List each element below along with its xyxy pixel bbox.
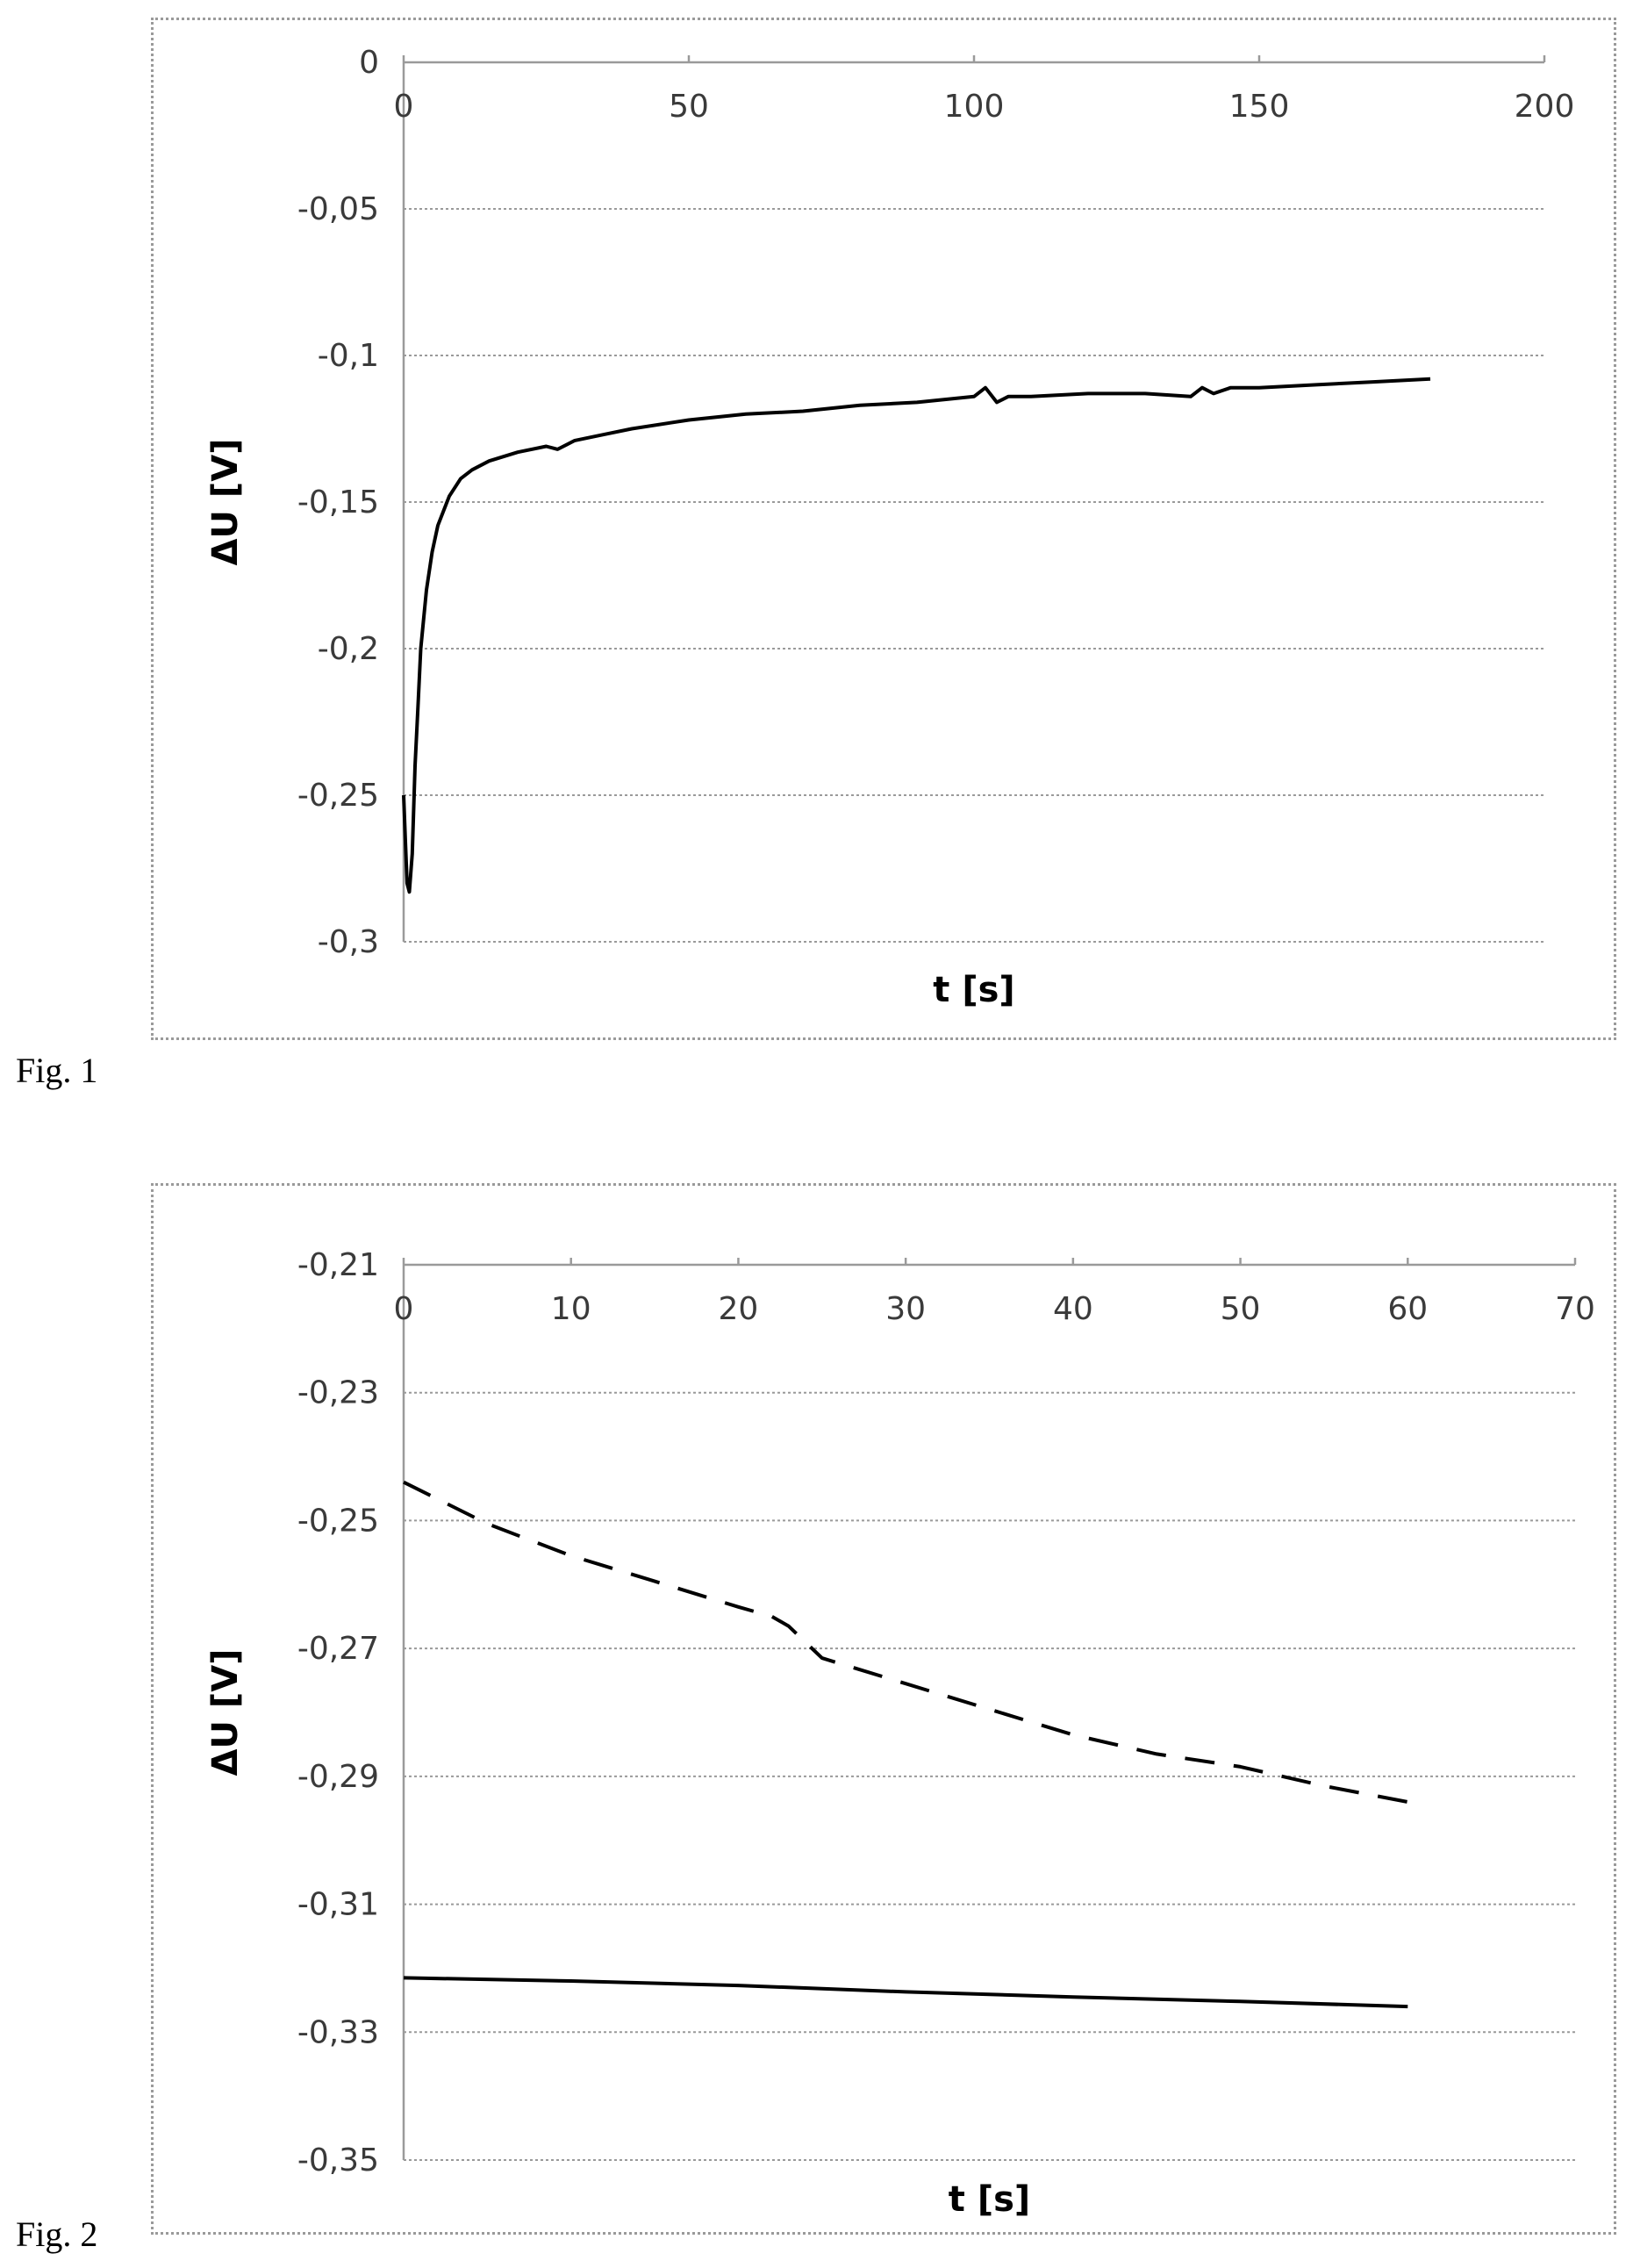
y-tick-label: -0,05: [297, 191, 379, 227]
x-tick-label: 60: [1387, 1291, 1428, 1327]
y-tick-label: -0,29: [297, 1759, 379, 1795]
y-tick-label: -0,25: [297, 1503, 379, 1539]
figure-2-plot: -0,21 -0,23 -0,25 -0,27 -0,29 -0,31 -0,33 -0,35…: [205, 1247, 1595, 2220]
figure-1-label: Fig. 1: [16, 1051, 98, 1090]
y-tick-label: -0,27: [297, 1631, 379, 1667]
y-tick-label: -0,23: [297, 1375, 379, 1411]
x-tick-label: 30: [885, 1291, 926, 1327]
x-tick-label: 100: [944, 89, 1005, 125]
x-tick-label: 10: [551, 1291, 591, 1327]
y-tick-label: -0,3: [318, 924, 379, 960]
x-tick-label: 150: [1229, 89, 1290, 125]
y-tick-label: -0,21: [297, 1247, 379, 1283]
y-tick-label: -0,15: [297, 484, 379, 520]
y-axis-title: ΔU [V]: [205, 1649, 246, 1776]
y-tick-label: -0,33: [297, 2014, 379, 2050]
x-tick-label: 0: [394, 89, 414, 125]
x-tick-label: 50: [1221, 1291, 1261, 1327]
x-tick-label: 200: [1515, 89, 1575, 125]
y-tick-label: -0,1: [318, 338, 379, 374]
figure-1-plot: 0 -0,05 -0,1 -0,15 -0,2 -0,25 -0,3 0 50 100 150 200…: [205, 45, 1575, 1010]
x-axis-title: t [s]: [933, 970, 1014, 1010]
x-tick-label: 70: [1555, 1291, 1595, 1327]
series-line-2: [403, 1976, 1408, 2009]
x-tick-label: 20: [719, 1291, 759, 1327]
x-tick-label: 40: [1053, 1291, 1093, 1327]
x-tick-label: 0: [394, 1291, 414, 1327]
series-line-1: [402, 377, 1431, 894]
y-tick-label: -0,35: [297, 2142, 379, 2178]
y-axis-title: ΔU [V]: [205, 439, 246, 566]
figure-2-label: Fig. 2: [16, 2214, 98, 2254]
figure-1-chart: 0 -0,05 -0,1 -0,15 -0,2 -0,25 -0,3 0 50 100 150 200…: [151, 18, 1616, 1040]
y-tick-label: -0,2: [318, 631, 379, 667]
series-line-1: [403, 1480, 1408, 1804]
y-tick-label: 0: [359, 45, 379, 81]
x-tick-label: 50: [669, 89, 709, 125]
y-tick-label: -0,31: [297, 1887, 379, 1923]
figure-2-chart: -0,21 -0,23 -0,25 -0,27 -0,29 -0,31 -0,33 -0,35…: [151, 1183, 1616, 2235]
x-axis-title: t [s]: [949, 2179, 1030, 2220]
y-tick-label: -0,25: [297, 778, 379, 814]
